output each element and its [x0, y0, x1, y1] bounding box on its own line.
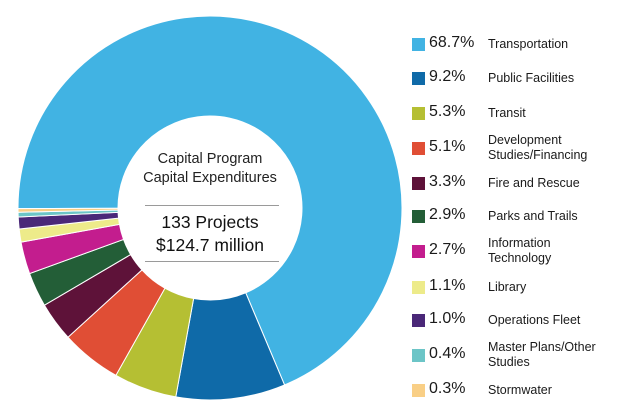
legend-label-line: Library	[488, 280, 527, 294]
legend-item-master-plans-other-studies: 0.4% Master Plans/Other Studies	[412, 339, 624, 371]
legend-item-transportation: 68.7% Transportation	[412, 28, 624, 60]
legend-swatch	[412, 107, 425, 120]
legend-label-line: Operations Fleet	[488, 313, 581, 327]
legend-swatch	[412, 384, 425, 397]
legend-percent: 0.3%	[429, 380, 466, 397]
legend-swatch	[412, 142, 425, 155]
legend-item-development-studies-financing: 5.1% Development Studies/Financing	[412, 132, 624, 164]
legend-percent: 5.3%	[429, 103, 466, 120]
center-stats: 133 Projects $124.7 million	[130, 211, 290, 257]
project-count: 133 Projects	[161, 212, 259, 232]
legend-label: Development Studies/Financing	[488, 133, 624, 163]
legend-percent: 2.7%	[429, 241, 466, 258]
legend-label-line: Technology	[488, 251, 552, 265]
legend-swatch	[412, 38, 425, 51]
legend-swatch	[412, 72, 425, 85]
legend-label-line: Public Facilities	[488, 71, 575, 85]
legend-label: Public Facilities	[488, 71, 624, 86]
center-divider-bottom	[145, 261, 279, 262]
legend-label: Library	[488, 280, 624, 295]
legend-percent: 9.2%	[429, 68, 466, 85]
legend-label-line: Master Plans/Other	[488, 340, 596, 354]
center-title-line-1: Capital Program	[157, 151, 263, 167]
legend-label-line: Information	[488, 236, 551, 250]
legend-label-line: Studies/Financing	[488, 148, 588, 162]
legend-item-operations-fleet: 1.0% Operations Fleet	[412, 304, 624, 336]
legend-percent: 1.0%	[429, 310, 466, 327]
legend-item-public-facilities: 9.2% Public Facilities	[412, 62, 624, 94]
center-divider-top	[145, 205, 279, 206]
legend-label-line: Stormwater	[488, 383, 552, 397]
legend-label: Transportation	[488, 37, 624, 52]
legend-label-line: Parks and Trails	[488, 209, 578, 223]
legend-label: Stormwater	[488, 383, 624, 398]
legend-swatch	[412, 314, 425, 327]
legend-swatch	[412, 177, 425, 190]
legend-label: Information Technology	[488, 236, 624, 266]
center-title-line-2: Capital Expenditures	[143, 170, 277, 186]
legend-label: Master Plans/Other Studies	[488, 340, 624, 370]
center-title: Capital Program Capital Expenditures	[130, 150, 290, 188]
legend-percent: 68.7%	[429, 34, 475, 51]
legend-label: Fire and Rescue	[488, 176, 624, 191]
legend-item-library: 1.1% Library	[412, 271, 624, 303]
legend-swatch	[412, 281, 425, 294]
legend-percent: 5.1%	[429, 138, 466, 155]
legend-item-information-technology: 2.7% Information Technology	[412, 235, 624, 267]
legend-percent: 3.3%	[429, 173, 466, 190]
legend-label: Transit	[488, 106, 624, 121]
legend-swatch	[412, 210, 425, 223]
legend-percent: 0.4%	[429, 345, 466, 362]
legend-item-fire-and-rescue: 3.3% Fire and Rescue	[412, 167, 624, 199]
legend-item-stormwater: 0.3% Stormwater	[412, 374, 624, 406]
legend-percent: 2.9%	[429, 206, 466, 223]
legend-percent: 1.1%	[429, 277, 466, 294]
legend-label: Operations Fleet	[488, 313, 624, 328]
legend-label-line: Studies	[488, 355, 530, 369]
total-amount: $124.7 million	[156, 235, 264, 255]
legend-label-line: Development	[488, 133, 562, 147]
legend-label-line: Transit	[488, 106, 526, 120]
legend-item-transit: 5.3% Transit	[412, 97, 624, 129]
legend-label-line: Fire and Rescue	[488, 176, 580, 190]
slice-transportation	[17, 15, 403, 386]
legend-swatch	[412, 245, 425, 258]
legend-label-line: Transportation	[488, 37, 569, 51]
legend-label: Parks and Trails	[488, 209, 624, 224]
legend-item-parks-and-trails: 2.9% Parks and Trails	[412, 200, 624, 232]
donut-chart	[17, 15, 403, 401]
legend-swatch	[412, 349, 425, 362]
slice-stormwater	[17, 207, 119, 213]
